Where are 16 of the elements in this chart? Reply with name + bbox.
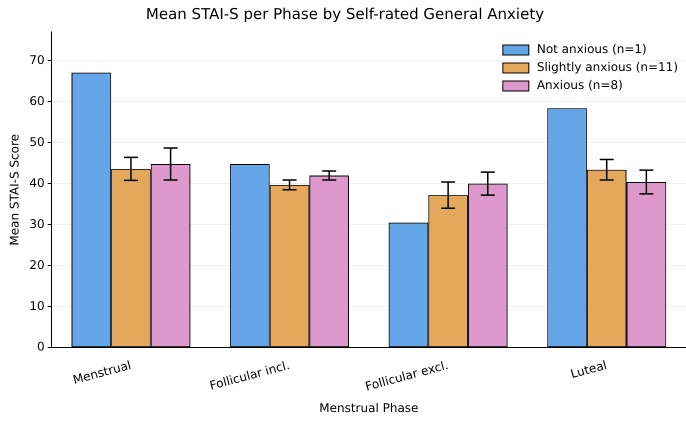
y-tick-label: 40 — [29, 176, 45, 190]
legend-label: Slightly anxious (n=11) — [536, 60, 678, 74]
chart-title: Mean STAI-S per Phase by Self-rated General Anxiety — [146, 4, 544, 23]
y-tick-label: 70 — [29, 52, 45, 67]
y-tick-label: 60 — [29, 94, 45, 108]
y-tick-label: 10 — [29, 298, 45, 313]
y-tick-label: 50 — [29, 134, 45, 149]
y-tick-label: 30 — [29, 216, 45, 231]
legend-label: Not anxious (n=1) — [536, 42, 647, 56]
legend-label: Anxious (n=8) — [536, 78, 623, 92]
x-axis-title: Menstrual Phase — [319, 400, 418, 415]
x-tick-label: Follicular incl. — [208, 358, 292, 393]
y-tick-label: 0 — [37, 340, 45, 354]
y-axis-title: Mean STAI-S Score — [7, 134, 22, 246]
y-tick-label: 20 — [29, 258, 45, 272]
x-tick-label: Luteal — [569, 358, 608, 382]
